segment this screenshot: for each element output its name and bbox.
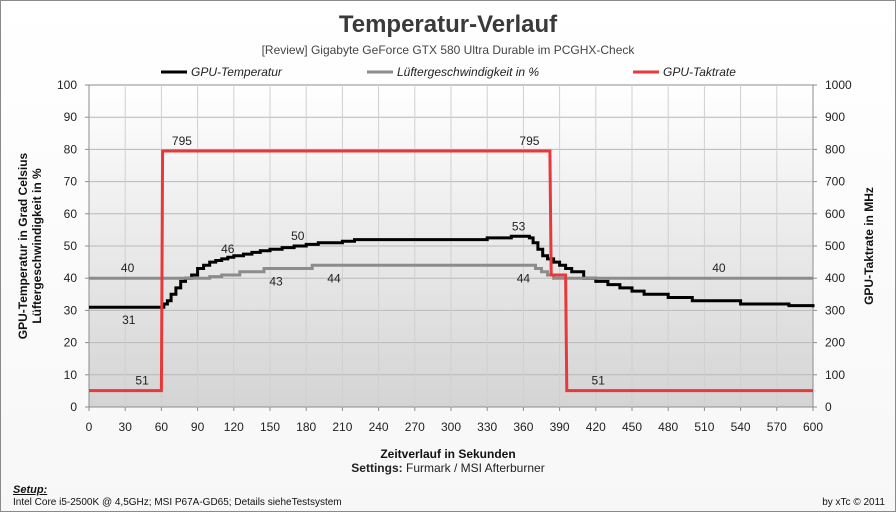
y-tick-label-left: 40 [64,271,78,285]
y-tick-label-right: 1000 [825,78,852,92]
y-tick-label-left: 30 [64,303,78,317]
data-label: 40 [712,261,726,275]
setup-text: Intel Core i5-2500K @ 4,5GHz; MSI P67A-G… [13,497,342,508]
x-tick-label: 120 [224,420,244,434]
x-tick-label: 270 [405,420,425,434]
x-tick-label: 420 [586,420,606,434]
x-tick-label: 150 [260,420,280,434]
y-tick-label-left: 50 [64,239,78,253]
setup-title: Setup: [13,484,48,496]
chart-title: Temperatur-Verlauf [338,11,558,38]
data-label: 31 [122,313,136,327]
x-tick-label: 30 [119,420,133,434]
y-axis-label-left: GPU-Temperatur in Grad Celsius [16,152,30,339]
x-tick-label: 450 [622,420,642,434]
y-tick-label-left: 0 [70,400,77,414]
y-tick-label-left: 100 [57,78,77,92]
data-label: 795 [172,134,192,148]
series-line-3 [89,149,813,393]
settings-label: Settings: [351,461,403,475]
data-label: 44 [327,271,341,285]
x-tick-label: 60 [155,420,169,434]
x-tick-label: 240 [369,420,389,434]
y-tick-label-right: 300 [825,303,845,317]
x-tick-label: 90 [191,420,205,434]
y-tick-label-right: 400 [825,271,845,285]
chart-subtitle: [Review] Gigabyte GeForce GTX 580 Ultra … [261,43,635,57]
x-tick-label: 360 [513,420,533,434]
y-tick-label-left: 80 [64,142,78,156]
x-tick-label: 480 [658,420,678,434]
settings-line: Settings: Furmark / MSI Afterburner [1,461,895,475]
data-label: 46 [221,242,235,256]
copyright: by xTc © 2011 [822,497,885,508]
y-axis-label-right: GPU-Taktrate in MHz [862,187,876,305]
x-tick-label: 300 [441,420,461,434]
x-tick-label: 330 [477,420,497,434]
data-label: 43 [269,275,283,289]
x-tick-label: 600 [803,420,823,434]
x-tick-label: 540 [731,420,751,434]
series-line-1 [89,234,815,309]
data-label: 50 [291,229,305,243]
y-tick-label-right: 200 [825,336,845,350]
y-tick-label-right: 500 [825,239,845,253]
legend-label-3: GPU-Taktrate [663,65,736,79]
y-tick-label-right: 100 [825,368,845,382]
y-tick-label-right: 600 [825,207,845,221]
x-tick-label: 180 [296,420,316,434]
settings-value: Furmark / MSI Afterburner [405,461,545,475]
x-tick-label: 510 [694,420,714,434]
y-tick-label-left: 20 [64,336,78,350]
y-tick-label-left: 60 [64,207,78,221]
y-tick-label-left: 10 [64,368,78,382]
y-tick-label-right: 900 [825,110,845,124]
y-tick-label-right: 800 [825,142,845,156]
y-tick-label-right: 700 [825,175,845,189]
data-label: 40 [121,261,135,275]
data-label: 51 [592,374,606,388]
x-axis-label: Zeitverlauf in Sekunden [380,447,516,461]
y-tick-label-left: 90 [64,110,78,124]
legend-label-1: GPU-Temperatur [191,65,283,79]
data-label: 795 [519,134,539,148]
legend-label-2: Lüftergeschwindigkeit in % [397,65,539,79]
series-line-2 [89,263,813,280]
data-label: 53 [512,219,526,233]
data-label: 44 [517,271,531,285]
x-tick-label: 390 [550,420,570,434]
data-label: 51 [135,374,149,388]
x-tick-label: 210 [332,420,352,434]
y-axis-label-left: Lüftergeschwindigkeit in % [30,168,44,324]
x-tick-label: 570 [767,420,787,434]
x-tick-label: 0 [86,420,93,434]
y-tick-label-left: 70 [64,175,78,189]
y-tick-label-right: 0 [825,400,832,414]
